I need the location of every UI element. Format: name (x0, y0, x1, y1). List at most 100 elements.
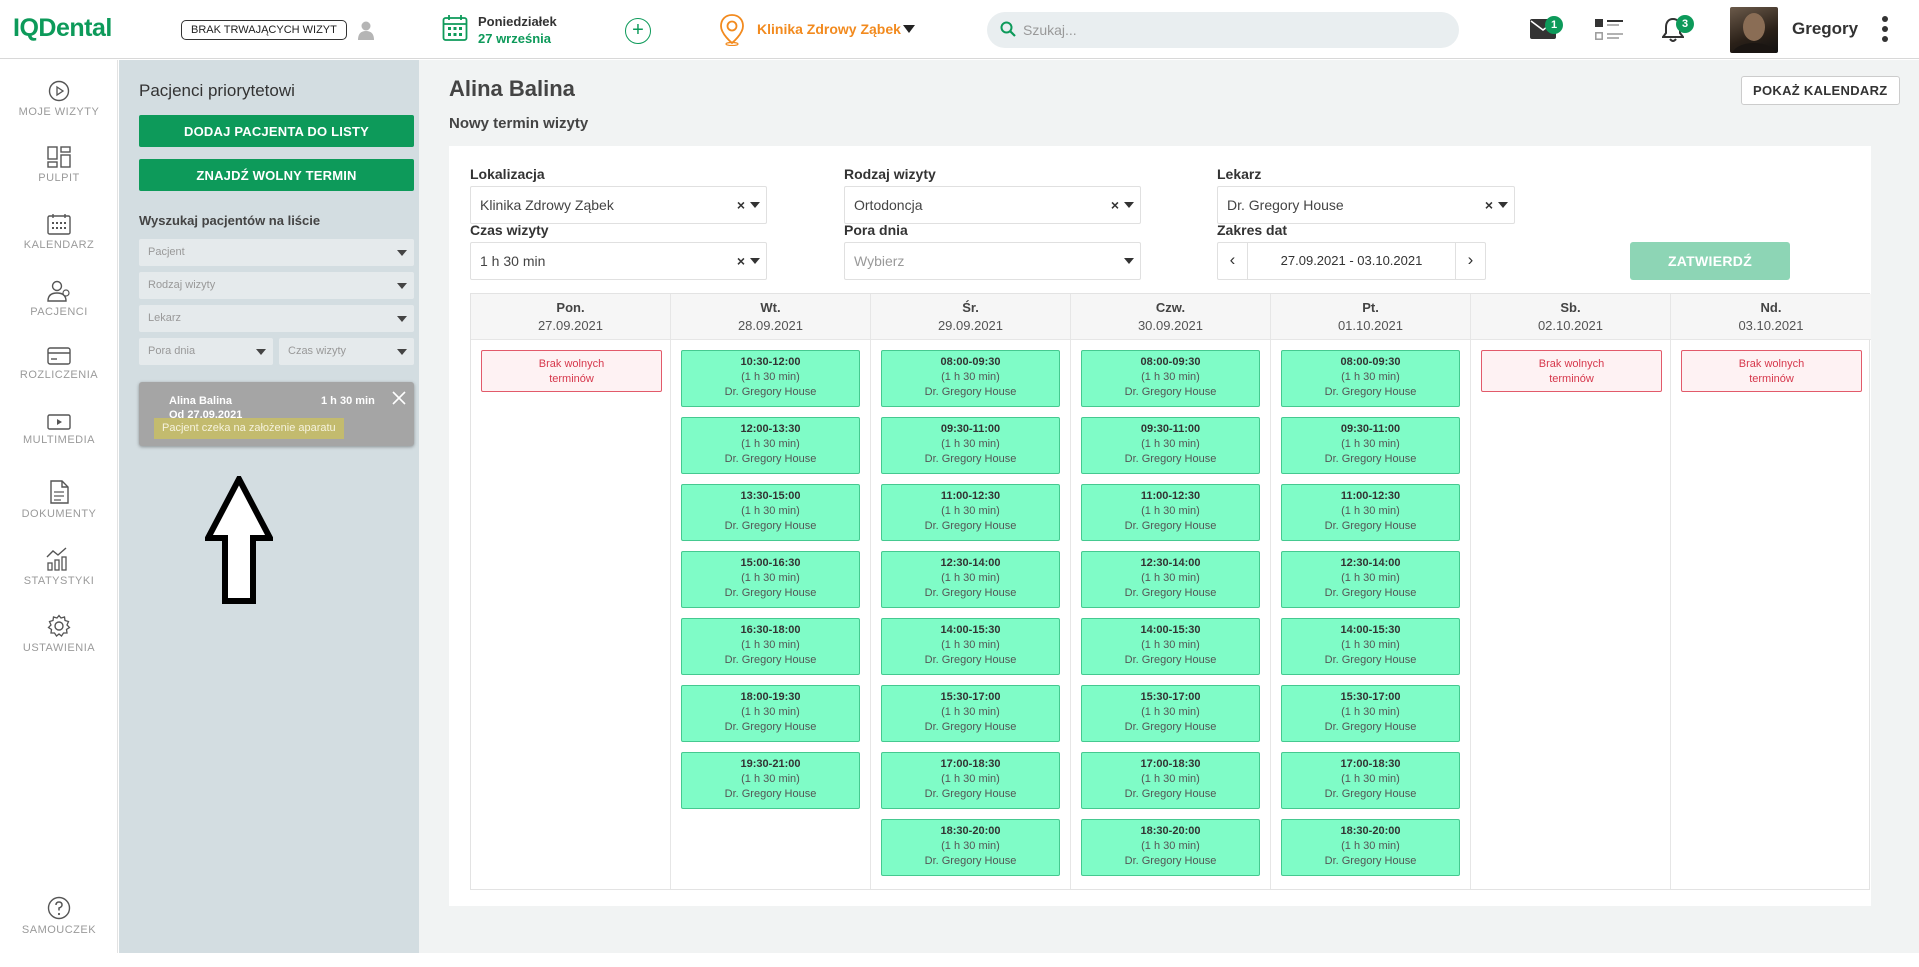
clear-icon[interactable]: × (736, 197, 745, 213)
nav-billing[interactable]: ROZLICZENIA (0, 347, 118, 381)
slot-duration: (1 h 30 min) (741, 438, 800, 450)
priority-patient-card[interactable]: Alina Balina 1 h 30 min Od 27.09.2021 Pa… (139, 382, 414, 446)
doctor-filter[interactable]: Lekarz (139, 305, 414, 332)
time-slot[interactable]: 08:00-09:30 (1 h 30 min) Dr. Gregory House (1081, 350, 1260, 407)
search-bar[interactable] (987, 12, 1459, 48)
nav-tutorial[interactable]: SAMOUCZEK (0, 896, 118, 936)
slot-time: 16:30-18:00 (740, 624, 801, 636)
clear-icon[interactable]: × (1110, 197, 1119, 213)
nav-dashboard[interactable]: PULPIT (0, 146, 118, 184)
nav-multimedia[interactable]: MULTIMEDIA (0, 414, 118, 446)
patient-filter[interactable]: Pacjent (139, 239, 414, 266)
day-header: Pon. 27.09.2021 (471, 294, 670, 340)
time-slot[interactable]: 15:30-17:00 (1 h 30 min) Dr. Gregory House (1081, 685, 1260, 742)
time-slot[interactable]: 11:00-12:30 (1 h 30 min) Dr. Gregory House (881, 484, 1060, 541)
show-calendar-button[interactable]: POKAŻ KALENDARZ (1741, 76, 1900, 105)
visit-type-label: Rodzaj wizyty (844, 166, 936, 182)
clear-icon[interactable]: × (1484, 197, 1493, 213)
time-slot[interactable]: 14:00-15:30 (1 h 30 min) Dr. Gregory House (1081, 618, 1260, 675)
time-slot[interactable]: 17:00-18:30 (1 h 30 min) Dr. Gregory House (1281, 752, 1460, 809)
chevron-down-icon[interactable] (750, 202, 760, 208)
nav-my-visits[interactable]: MOJE WIZYTY (0, 80, 118, 118)
chevron-down-icon[interactable] (1498, 202, 1508, 208)
time-slot[interactable]: 11:00-12:30 (1 h 30 min) Dr. Gregory House (1081, 484, 1260, 541)
chevron-right-icon[interactable]: › (1455, 243, 1485, 279)
duration-filter[interactable]: Czas wizyty (279, 338, 414, 365)
nav-patients[interactable]: PACJENCI (0, 280, 118, 318)
nav-statistics[interactable]: STATYSTYKI (0, 547, 118, 587)
time-slot[interactable]: 12:30-14:00 (1 h 30 min) Dr. Gregory House (1281, 551, 1460, 608)
time-slot[interactable]: 15:00-16:30 (1 h 30 min) Dr. Gregory House (681, 551, 860, 608)
panel-title: Pacjenci priorytetowi (139, 81, 295, 100)
time-slot[interactable]: 18:30-20:00 (1 h 30 min) Dr. Gregory House (1281, 819, 1460, 876)
slot-time: 18:30-20:00 (1340, 825, 1401, 837)
nav-calendar[interactable]: KALENDARZ (0, 213, 118, 251)
calendar-icon[interactable] (442, 14, 468, 42)
day-date: 30.09.2021 (1137, 318, 1204, 333)
time-slot[interactable]: 12:30-14:00 (1 h 30 min) Dr. Gregory House (1081, 551, 1260, 608)
app-logo[interactable]: IQDental (13, 14, 112, 42)
user-name[interactable]: Gregory (1792, 19, 1859, 38)
nav-settings[interactable]: USTAWIENIA (0, 614, 118, 654)
visit-type-filter[interactable]: Rodzaj wizyty (139, 272, 414, 299)
slot-doctor: Dr. Gregory House (1124, 386, 1217, 398)
nav-documents[interactable]: DOKUMENTY (0, 480, 118, 520)
slot-duration: (1 h 30 min) (1341, 438, 1400, 450)
chevron-down-icon[interactable] (1124, 202, 1134, 208)
no-visits-badge[interactable]: BRAK TRWAJĄCYCH WIZYT (181, 20, 347, 40)
time-slot[interactable]: 12:00-13:30 (1 h 30 min) Dr. Gregory House (681, 417, 860, 474)
task-list-icon[interactable] (1595, 18, 1623, 42)
time-slot[interactable]: 14:00-15:30 (1 h 30 min) Dr. Gregory House (1281, 618, 1460, 675)
time-slot[interactable]: 08:00-09:30 (1 h 30 min) Dr. Gregory House (1281, 350, 1460, 407)
time-slot[interactable]: 15:30-17:00 (1 h 30 min) Dr. Gregory House (881, 685, 1060, 742)
time-slot[interactable]: 09:30-11:00 (1 h 30 min) Dr. Gregory House (1281, 417, 1460, 474)
time-slot[interactable]: 17:00-18:30 (1 h 30 min) Dr. Gregory House (881, 752, 1060, 809)
duration-select[interactable]: 1 h 30 min × (470, 242, 767, 280)
search-section-title: Wyszukaj pacjentów na liście (139, 213, 321, 228)
day-column: Śr. 29.09.2021 08:00-09:30 (1 h 30 min) Dr. … (871, 294, 1071, 889)
clinic-selector[interactable]: Klinika Zdrowy Ząbek (757, 21, 901, 37)
time-of-day-filter[interactable]: Pora dnia (139, 338, 273, 365)
date-range-value: 27.09.2021 - 03.10.2021 (1280, 253, 1423, 268)
time-slot[interactable]: 17:00-18:30 (1 h 30 min) Dr. Gregory House (1081, 752, 1260, 809)
time-slot[interactable]: 09:30-11:00 (1 h 30 min) Dr. Gregory House (1081, 417, 1260, 474)
time-slot[interactable]: 16:30-18:00 (1 h 30 min) Dr. Gregory House (681, 618, 860, 675)
confirm-button[interactable]: ZATWIERDŹ (1630, 242, 1790, 280)
chevron-down-icon[interactable] (1124, 258, 1134, 264)
find-free-slot-button[interactable]: ZNAJDŹ WOLNY TERMIN (139, 159, 414, 191)
user-avatar[interactable] (1730, 7, 1778, 53)
nav-label: PACJENCI (30, 306, 88, 318)
time-slot[interactable]: 13:30-15:00 (1 h 30 min) Dr. Gregory House (681, 484, 860, 541)
doctor-select[interactable]: Dr. Gregory House × (1217, 186, 1515, 224)
time-slot[interactable]: 18:30-20:00 (1 h 30 min) Dr. Gregory House (881, 819, 1060, 876)
add-visit-button[interactable]: + (625, 18, 651, 44)
clear-icon[interactable]: × (736, 253, 745, 269)
visit-type-select[interactable]: Ortodoncja × (844, 186, 1141, 224)
search-input[interactable] (1023, 12, 1443, 48)
more-options-icon[interactable] (1882, 16, 1888, 44)
day-column: Pt. 01.10.2021 08:00-09:30 (1 h 30 min) Dr. … (1271, 294, 1471, 889)
time-slot[interactable]: 14:00-15:30 (1 h 30 min) Dr. Gregory House (881, 618, 1060, 675)
date-range-picker[interactable]: ‹ 27.09.2021 - 03.10.2021 › (1217, 242, 1486, 280)
chevron-left-icon[interactable]: ‹ (1218, 243, 1248, 279)
time-slot[interactable]: 09:30-11:00 (1 h 30 min) Dr. Gregory House (881, 417, 1060, 474)
time-slot[interactable]: 10:30-12:00 (1 h 30 min) Dr. Gregory House (681, 350, 860, 407)
slot-time: 10:30-12:00 (740, 356, 801, 368)
chevron-down-icon[interactable] (750, 258, 760, 264)
no-slots-text: Brak wolnych (1538, 358, 1605, 370)
time-of-day-select[interactable]: Wybierz (844, 242, 1141, 280)
time-slot[interactable]: 15:30-17:00 (1 h 30 min) Dr. Gregory House (1281, 685, 1460, 742)
page-title: Alina Balina (449, 76, 575, 101)
time-slot[interactable]: 18:00-19:30 (1 h 30 min) Dr. Gregory House (681, 685, 860, 742)
location-select[interactable]: Klinika Zdrowy Ząbek × (470, 186, 767, 224)
time-slot[interactable]: 11:00-12:30 (1 h 30 min) Dr. Gregory House (1281, 484, 1460, 541)
close-icon[interactable] (392, 391, 406, 405)
slot-duration: (1 h 30 min) (1141, 371, 1200, 383)
slot-duration: (1 h 30 min) (941, 572, 1000, 584)
add-patient-button[interactable]: DODAJ PACJENTA DO LISTY (139, 115, 414, 147)
time-slot[interactable]: 19:30-21:00 (1 h 30 min) Dr. Gregory House (681, 752, 860, 809)
time-slot[interactable]: 08:00-09:30 (1 h 30 min) Dr. Gregory House (881, 350, 1060, 407)
chevron-down-icon[interactable] (903, 25, 915, 33)
time-slot[interactable]: 18:30-20:00 (1 h 30 min) Dr. Gregory House (1081, 819, 1260, 876)
time-slot[interactable]: 12:30-14:00 (1 h 30 min) Dr. Gregory House (881, 551, 1060, 608)
